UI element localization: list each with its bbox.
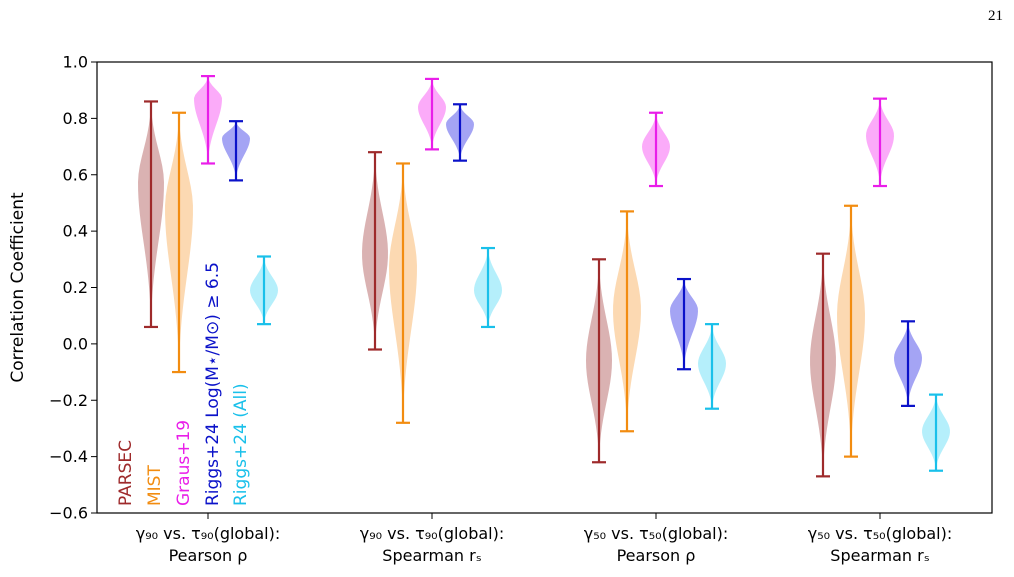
y-tick-label: 0.8 xyxy=(63,109,88,128)
x-tick-label-line1: γ₉₀ vs. τ₉₀(global): xyxy=(136,524,281,543)
x-tick-label-line2: Spearman rₛ xyxy=(382,546,481,565)
legend-entry: PARSEC xyxy=(116,440,136,506)
x-tick-label-line2: Spearman rₛ xyxy=(830,546,929,565)
legend-entry: MIST xyxy=(145,465,165,506)
y-tick-label: −0.2 xyxy=(49,391,88,410)
y-tick-label: −0.4 xyxy=(49,447,88,466)
x-tick-label-line1: γ₅₀ vs. τ₅₀(global): xyxy=(808,524,953,543)
x-tick-label-line1: γ₉₀ vs. τ₉₀(global): xyxy=(360,524,505,543)
y-tick-label: 1.0 xyxy=(63,53,88,72)
y-tick-label: −0.6 xyxy=(49,504,88,523)
x-tick-label-line2: Pearson ρ xyxy=(169,546,248,565)
x-tick-label-line2: Pearson ρ xyxy=(617,546,696,565)
page-number: 21 xyxy=(988,8,1003,24)
y-tick-label: 0.2 xyxy=(63,278,88,297)
y-tick-label: 0.4 xyxy=(63,222,88,241)
x-tick-label-line1: γ₅₀ vs. τ₅₀(global): xyxy=(584,524,729,543)
y-tick-label: 0.0 xyxy=(63,334,88,353)
legend-entry: Riggs+24 Log(M⋆/M⊙) ≥ 6.5 xyxy=(203,262,223,506)
y-tick-label: 0.6 xyxy=(63,165,88,184)
legend-entry: Graus+19 xyxy=(174,420,194,506)
y-axis-label: Correlation Coefficient xyxy=(8,192,28,383)
legend-entry: Riggs+24 (All) xyxy=(231,383,251,506)
